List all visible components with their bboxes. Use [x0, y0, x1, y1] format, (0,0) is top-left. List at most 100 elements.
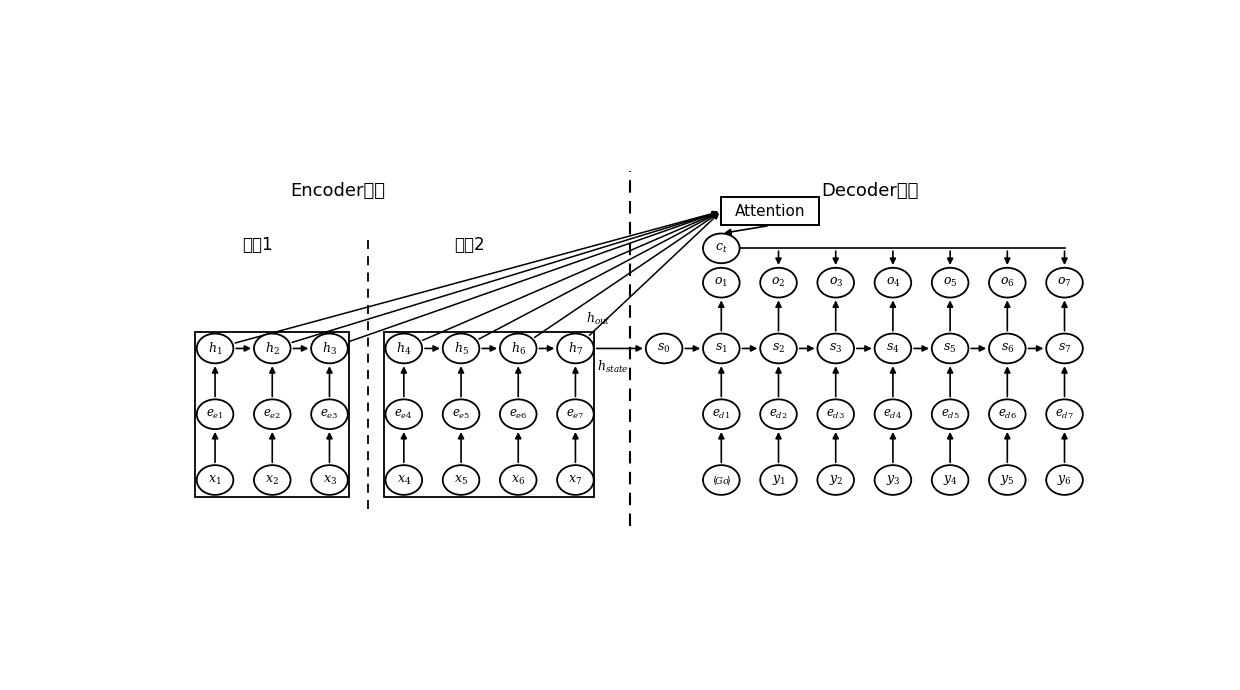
Text: $\langle\!Go\!\rangle$: $\langle\!Go\!\rangle$	[712, 473, 730, 486]
Ellipse shape	[817, 333, 854, 364]
Text: Attention: Attention	[734, 204, 805, 219]
Ellipse shape	[990, 333, 1025, 364]
Ellipse shape	[443, 333, 480, 364]
Ellipse shape	[703, 268, 739, 297]
Ellipse shape	[311, 400, 347, 429]
Ellipse shape	[197, 333, 233, 364]
Text: $e_{d5}$: $e_{d5}$	[941, 408, 960, 421]
Ellipse shape	[500, 465, 537, 495]
Text: $o_2$: $o_2$	[771, 276, 786, 289]
Text: $h_{state}$: $h_{state}$	[596, 359, 629, 375]
Ellipse shape	[931, 333, 968, 364]
Bar	[195, 333, 350, 497]
Text: $y_2$: $y_2$	[828, 473, 843, 487]
Ellipse shape	[874, 465, 911, 495]
Ellipse shape	[817, 465, 854, 495]
Text: Decoder解码: Decoder解码	[821, 182, 919, 200]
Ellipse shape	[931, 465, 968, 495]
Text: $x_5$: $x_5$	[454, 473, 467, 486]
Ellipse shape	[817, 400, 854, 429]
Text: $o_7$: $o_7$	[1058, 276, 1071, 289]
Text: $e_{d3}$: $e_{d3}$	[826, 408, 846, 421]
Text: $o_1$: $o_1$	[714, 276, 728, 289]
Ellipse shape	[197, 400, 233, 429]
Ellipse shape	[386, 333, 422, 364]
Text: $x_4$: $x_4$	[397, 473, 410, 486]
Text: $e_{e6}$: $e_{e6}$	[508, 408, 527, 421]
Ellipse shape	[443, 400, 480, 429]
Text: $x_1$: $x_1$	[208, 473, 222, 486]
Ellipse shape	[1047, 268, 1083, 297]
Text: $e_{e3}$: $e_{e3}$	[320, 408, 339, 421]
Ellipse shape	[990, 268, 1025, 297]
Ellipse shape	[443, 465, 480, 495]
Text: $s_4$: $s_4$	[887, 342, 900, 355]
Text: $s_5$: $s_5$	[944, 342, 957, 355]
Ellipse shape	[1047, 465, 1083, 495]
Text: $o_4$: $o_4$	[885, 276, 900, 289]
Ellipse shape	[500, 333, 537, 364]
Ellipse shape	[760, 400, 797, 429]
Text: $x_2$: $x_2$	[265, 473, 279, 486]
Text: $e_{d7}$: $e_{d7}$	[1055, 408, 1074, 421]
Text: 子兗2: 子兗2	[454, 237, 485, 255]
Text: $s_2$: $s_2$	[773, 342, 785, 355]
Ellipse shape	[874, 333, 911, 364]
Ellipse shape	[931, 268, 968, 297]
Text: $h_3$: $h_3$	[322, 340, 337, 357]
Text: $h_4$: $h_4$	[396, 340, 412, 357]
Ellipse shape	[703, 465, 739, 495]
Text: $x_7$: $x_7$	[568, 473, 583, 486]
Text: $s_0$: $s_0$	[657, 342, 671, 355]
Ellipse shape	[254, 333, 290, 364]
Text: $e_{e4}$: $e_{e4}$	[394, 408, 413, 421]
Text: $s_3$: $s_3$	[830, 342, 842, 355]
Ellipse shape	[197, 465, 233, 495]
Text: $e_{d4}$: $e_{d4}$	[883, 408, 903, 421]
Ellipse shape	[386, 400, 422, 429]
Text: $y_4$: $y_4$	[942, 473, 957, 487]
Text: $e_{e2}$: $e_{e2}$	[263, 408, 281, 421]
Text: $y_1$: $y_1$	[771, 473, 785, 487]
Text: $e_{d6}$: $e_{d6}$	[998, 408, 1017, 421]
Ellipse shape	[990, 465, 1025, 495]
Text: $e_{e5}$: $e_{e5}$	[451, 408, 470, 421]
Bar	[722, 197, 818, 226]
Text: $h_1$: $h_1$	[208, 340, 222, 357]
Ellipse shape	[931, 400, 968, 429]
Ellipse shape	[1047, 333, 1083, 364]
Bar	[384, 333, 594, 497]
Text: $s_7$: $s_7$	[1058, 342, 1071, 355]
Text: $s_1$: $s_1$	[715, 342, 728, 355]
Ellipse shape	[557, 465, 594, 495]
Text: 子兗1: 子兗1	[243, 237, 273, 255]
Text: $e_{d1}$: $e_{d1}$	[712, 408, 730, 421]
Ellipse shape	[386, 465, 422, 495]
Ellipse shape	[646, 333, 682, 364]
Text: $c_t$: $c_t$	[715, 241, 728, 255]
Ellipse shape	[1047, 400, 1083, 429]
Ellipse shape	[254, 400, 290, 429]
Text: $o_5$: $o_5$	[942, 276, 957, 289]
Text: $o_3$: $o_3$	[828, 276, 843, 289]
Text: $s_6$: $s_6$	[1001, 342, 1014, 355]
Ellipse shape	[500, 400, 537, 429]
Text: $h_7$: $h_7$	[568, 340, 583, 357]
Ellipse shape	[760, 465, 797, 495]
Ellipse shape	[311, 333, 347, 364]
Text: $e_{e1}$: $e_{e1}$	[206, 408, 224, 421]
Ellipse shape	[254, 465, 290, 495]
Text: Encoder编码: Encoder编码	[290, 182, 386, 200]
Text: $h_{out}$: $h_{out}$	[585, 310, 610, 326]
Text: $h_2$: $h_2$	[265, 340, 280, 357]
Text: $h_6$: $h_6$	[511, 340, 526, 357]
Ellipse shape	[990, 400, 1025, 429]
Ellipse shape	[557, 400, 594, 429]
Ellipse shape	[703, 233, 739, 263]
Text: $o_6$: $o_6$	[999, 276, 1014, 289]
Text: $x_3$: $x_3$	[322, 473, 336, 486]
Text: $e_{e7}$: $e_{e7}$	[567, 408, 585, 421]
Text: $h_5$: $h_5$	[454, 340, 469, 357]
Ellipse shape	[760, 268, 797, 297]
Ellipse shape	[874, 268, 911, 297]
